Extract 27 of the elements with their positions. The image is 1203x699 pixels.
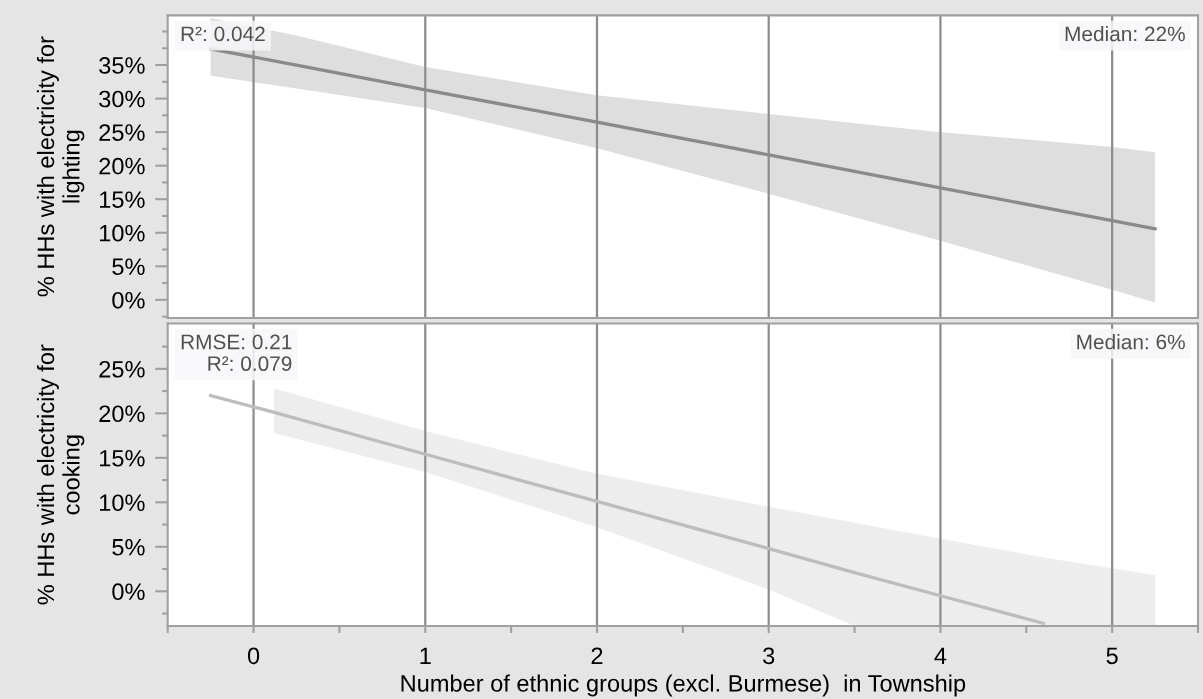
x-tick-label: 5 — [1106, 647, 1118, 665]
y-axis-title: % HHs with electricity for lighting — [36, 36, 85, 297]
y-tick-label: 0% — [112, 291, 145, 309]
y-tick-label: 25% — [99, 124, 145, 141]
x-tick-label: 0 — [247, 647, 260, 665]
x-tick-label: 4 — [934, 647, 947, 664]
y-tick-label: 20% — [99, 405, 145, 423]
annotation: Median: 6% — [1077, 334, 1185, 350]
y-tick-label: 10% — [100, 224, 145, 242]
y-tick-label: 30% — [99, 90, 145, 108]
annotation: R²: 0.042 — [181, 26, 265, 42]
y-tick-label: 35% — [99, 57, 145, 74]
annotation: RMSE: 0.21 R²: 0.079 — [181, 334, 292, 372]
y-tick-label: 0% — [112, 583, 145, 601]
y-tick-label: 20% — [99, 157, 145, 175]
y-tick-label: 25% — [99, 360, 145, 378]
y-tick-label: 5% — [112, 538, 145, 556]
y-tick-label: 10% — [100, 494, 145, 512]
x-tick-label: 1 — [420, 647, 431, 664]
x-axis-title: Number of ethnic groups (excl. Burmese) in Township — [401, 674, 966, 697]
y-axis-title: % HHs with electricity for cooking — [36, 344, 85, 605]
annotation: Median: 22% — [1065, 25, 1185, 42]
x-tick-label: 2 — [591, 647, 603, 664]
y-tick-label: 15% — [100, 191, 145, 208]
y-tick-label: 5% — [112, 258, 145, 276]
y-tick-label: 15% — [100, 449, 145, 467]
x-tick-label: 3 — [763, 647, 775, 665]
